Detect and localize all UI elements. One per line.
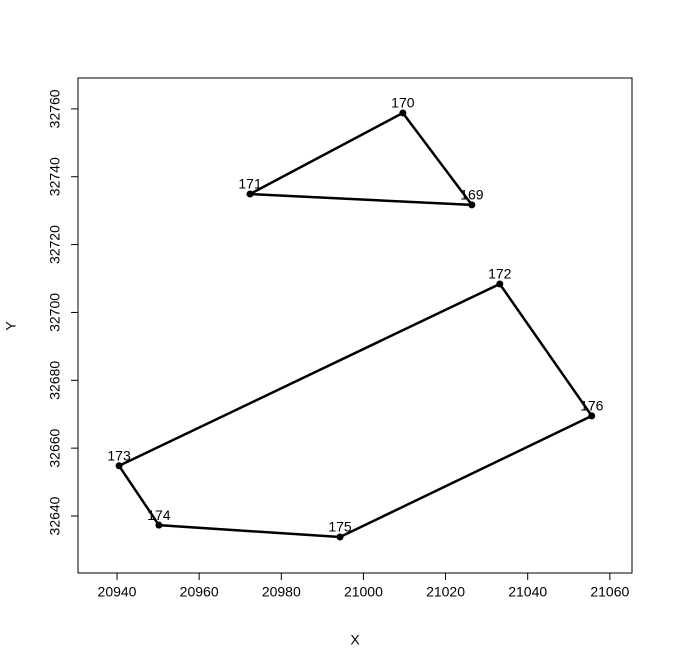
point: [115, 462, 123, 470]
point-label: 173: [107, 447, 131, 463]
point: [399, 109, 407, 117]
y-tick-label: 32760: [47, 89, 63, 128]
point: [496, 280, 504, 288]
point-label: 171: [238, 176, 262, 192]
x-tick-label: 21000: [344, 584, 383, 600]
point-label: 169: [460, 187, 484, 203]
y-axis-title: Y: [3, 321, 19, 331]
point-label: 175: [328, 519, 352, 535]
y-tick-label: 32740: [47, 157, 63, 196]
x-tick-label: 20960: [180, 584, 219, 600]
plot-box: [77, 77, 633, 574]
x-tick-label: 21060: [590, 584, 629, 600]
y-tick-label: 32700: [47, 293, 63, 332]
point: [588, 412, 596, 420]
x-tick-label: 21020: [426, 584, 465, 600]
point-label: 172: [488, 266, 512, 282]
polygon-outline: [245, 111, 475, 207]
point: [468, 201, 476, 209]
point: [155, 521, 163, 529]
point-label: 174: [147, 507, 171, 523]
x-tick-label: 20940: [98, 584, 137, 600]
point-label: 170: [391, 95, 415, 111]
y-tick-label: 32640: [47, 496, 63, 535]
point-label: 176: [580, 398, 604, 414]
polygon-outline: [117, 282, 594, 539]
y-tick-label: 32720: [47, 225, 63, 264]
point: [336, 533, 344, 541]
x-tick-label: 20980: [262, 584, 301, 600]
point: [246, 190, 254, 198]
y-tick-label: 32680: [47, 361, 63, 400]
x-axis-title: X: [350, 632, 360, 648]
x-tick-label: 21040: [508, 584, 547, 600]
y-tick-label: 32660: [47, 428, 63, 467]
